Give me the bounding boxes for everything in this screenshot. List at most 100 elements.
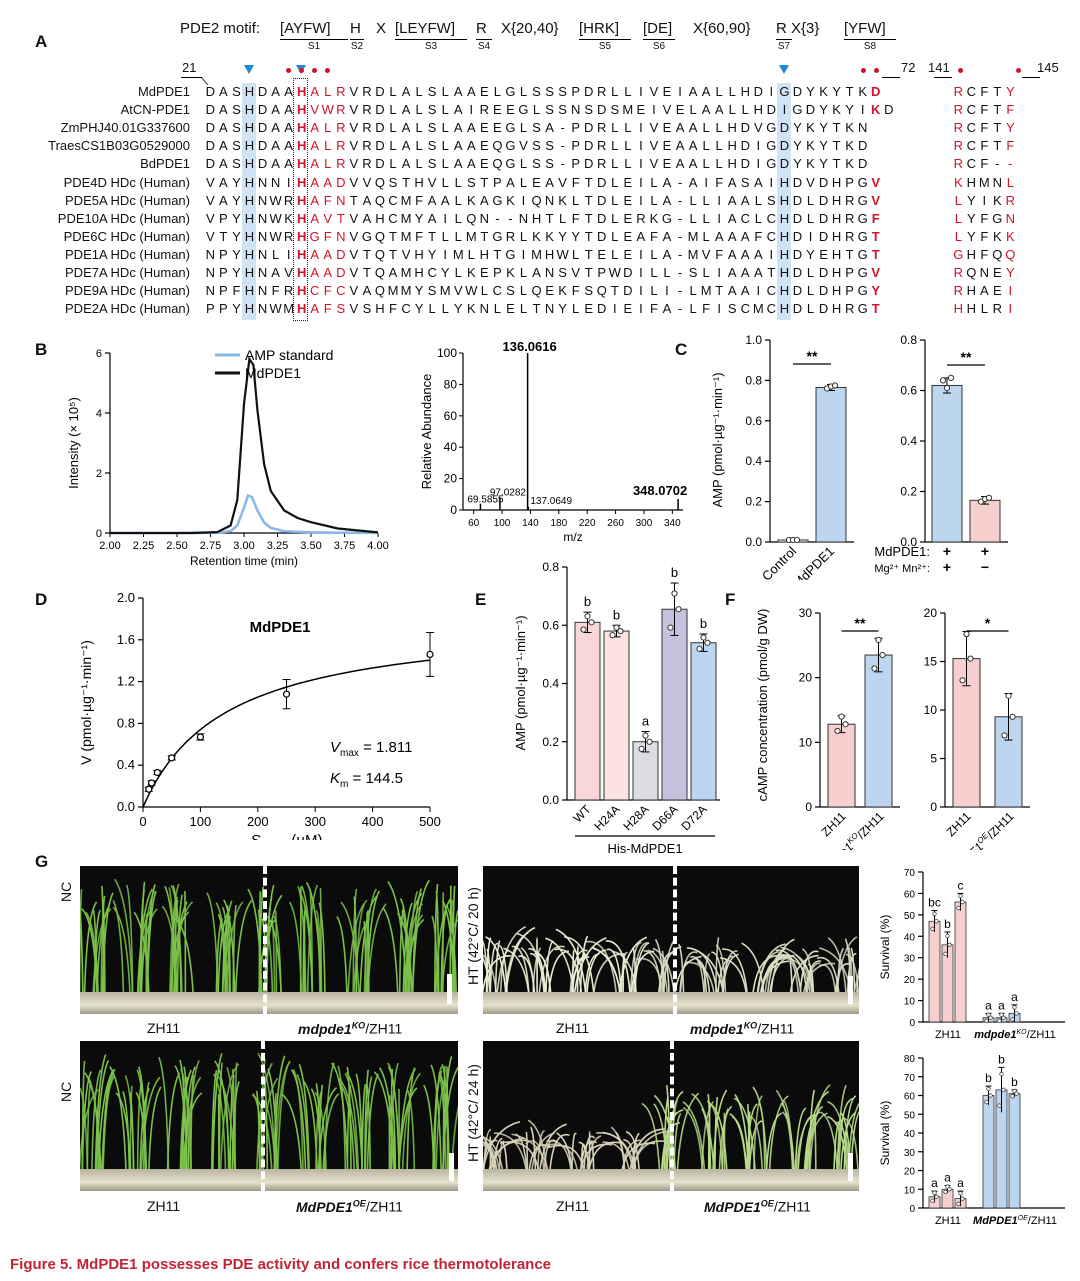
- residue: G: [505, 120, 516, 136]
- residue: L: [611, 120, 619, 136]
- residue: H: [244, 265, 255, 280]
- ms-x-tick-label: 140: [522, 518, 539, 529]
- residue: H: [244, 246, 255, 262]
- residue: N: [479, 210, 490, 226]
- residue: A: [401, 156, 411, 172]
- residue: C: [336, 283, 346, 299]
- seedling-leaf: [571, 1132, 577, 1170]
- seedling-leaf: [211, 1069, 218, 1170]
- residue: T: [389, 228, 398, 244]
- seedling-leaf: [266, 915, 282, 993]
- seedling-leaf: [678, 943, 685, 993]
- residue: C: [401, 301, 412, 317]
- motif-part: [AYFW]: [280, 20, 331, 37]
- residue: V: [519, 138, 529, 154]
- label-zh11-2: ZH11: [556, 1020, 590, 1036]
- seedling-leaf: [174, 917, 194, 993]
- residue: F: [754, 228, 763, 244]
- gBotSvg-significance-letter: b: [1011, 1075, 1018, 1089]
- position-number: 141: [928, 60, 950, 75]
- residue: D: [257, 138, 268, 154]
- d-x-tick-label: 300: [304, 814, 326, 829]
- residue: L: [611, 138, 619, 154]
- ms-x-tick-label: 100: [494, 518, 511, 529]
- sequence-name: PDE10A HDc (Human): [57, 210, 190, 226]
- residue: -: [508, 210, 513, 226]
- residue: K: [992, 192, 1003, 208]
- seedling-leaf: [797, 1114, 816, 1170]
- residue: -: [677, 301, 683, 317]
- f-right-y-tick-label: 0: [930, 800, 937, 814]
- residue: A: [388, 265, 398, 280]
- seedling-leaf: [632, 941, 648, 993]
- residue: N: [257, 174, 268, 190]
- gBotSvg-y-tick-label: 30: [904, 1148, 916, 1159]
- residue: H: [831, 174, 842, 190]
- residue: H: [296, 283, 307, 299]
- seedling-leaf: [158, 1056, 170, 1170]
- seedling-leaf: [629, 941, 642, 993]
- seedling-leaf: [556, 1132, 573, 1170]
- residue: V: [349, 174, 359, 190]
- motif-part: X{20,40}: [501, 20, 559, 37]
- sequence-residues: P P Y H N WM H A F S V S H F C Y L L Y K N L E L T N Y L E D I E I F A - L F I…: [204, 301, 882, 316]
- gBotSvg-significance-letter: b: [985, 1071, 992, 1085]
- residue: P: [219, 265, 229, 280]
- seedling-leaf: [215, 902, 229, 993]
- residue: S: [558, 102, 568, 118]
- residue: P: [493, 174, 503, 190]
- residue: C: [966, 84, 977, 99]
- residue: A: [323, 246, 333, 262]
- residue: I: [639, 84, 644, 99]
- residue: I: [717, 192, 722, 208]
- residue: I: [982, 192, 987, 208]
- residue: C: [427, 265, 438, 280]
- residue: C: [388, 210, 399, 226]
- residue: L: [689, 283, 698, 299]
- residue: K: [806, 120, 816, 136]
- red-dot-marker: [1016, 68, 1021, 73]
- gBotSvg-bar: [982, 1095, 995, 1209]
- seedling-leaf: [302, 906, 307, 993]
- residue: A: [662, 192, 672, 208]
- residue: L: [389, 84, 397, 99]
- f-right-point: [967, 655, 974, 662]
- seedling-leaf: [114, 878, 134, 993]
- gTopSvg-bar: [928, 920, 941, 1023]
- residue: P: [845, 174, 855, 190]
- residue: K: [845, 138, 855, 154]
- residue: H: [966, 283, 977, 299]
- seedling-leaf: [297, 885, 307, 993]
- motif-sub-label: S4: [477, 41, 491, 52]
- seedling-leaf: [741, 942, 765, 993]
- residue: L: [454, 174, 463, 190]
- residue: Y: [414, 210, 424, 226]
- e-y-tick-label: 0.2: [542, 735, 559, 749]
- seedling-leaf: [625, 1131, 640, 1170]
- e-y-tick-label: 0.0: [542, 793, 559, 807]
- residue: D: [792, 283, 803, 299]
- residue: L: [689, 192, 698, 208]
- residue: S: [532, 138, 542, 154]
- residue: L: [650, 283, 658, 299]
- seedling-leaf: [842, 1117, 859, 1170]
- gTopSvg-y-label: Survival (%): [878, 915, 892, 980]
- residue: G: [857, 210, 869, 226]
- residue: A: [284, 156, 294, 172]
- seedling-leaf: [663, 1097, 669, 1170]
- residue: S: [532, 156, 542, 172]
- residue: V: [662, 102, 672, 118]
- residue: R: [597, 120, 607, 136]
- seedling-leaf: [758, 1103, 766, 1170]
- gBotSvg-point: [960, 1196, 965, 1201]
- residue: C: [966, 102, 977, 118]
- residue: V: [649, 138, 659, 154]
- residue: F: [415, 228, 424, 244]
- d-y-tick-label: 0.4: [117, 757, 135, 772]
- residue: H: [414, 174, 425, 190]
- residue: A: [479, 192, 490, 208]
- residue: I: [665, 283, 670, 299]
